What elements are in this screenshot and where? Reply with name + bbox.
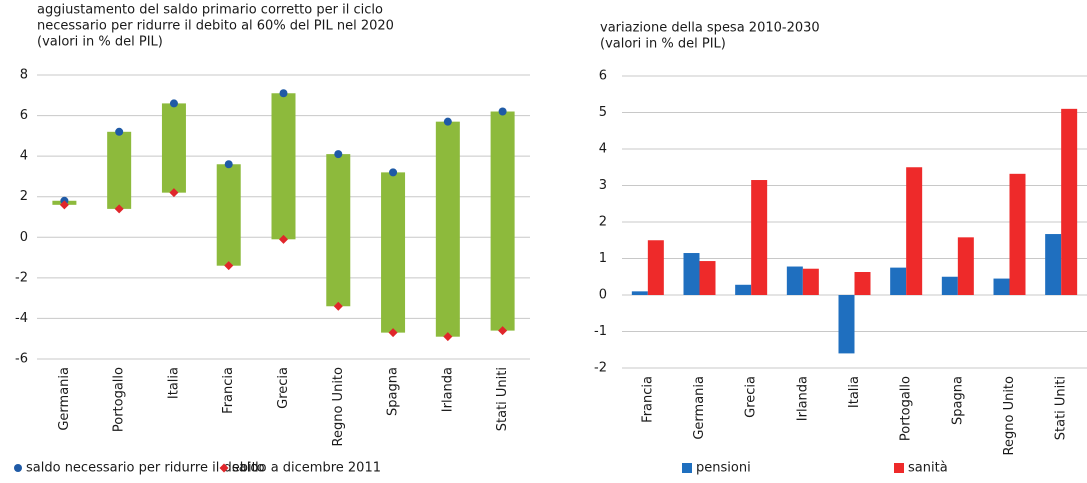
bar [1061,108,1078,295]
x-tick-label: Stati Uniti [1054,376,1069,440]
x-tick-label: Portogallo [899,376,914,441]
bar [802,268,819,295]
chart-subtitle: (valori in % del PIL) [600,37,726,52]
x-tick-label: Spagna [950,376,965,425]
point [443,332,453,342]
bar [647,240,664,295]
y-tick-label: 8 [20,68,28,83]
y-tick-label: 2 [20,189,28,204]
y-tick-label: -2 [15,270,28,285]
point [115,127,124,136]
x-tick-label: Germania [692,376,707,440]
chart-title: necessario per ridurre il debito al 60% … [37,19,394,34]
bar [838,295,855,354]
legend-label: sanità [908,461,948,476]
x-tick-label: Irlanda [795,376,810,421]
point [169,188,179,198]
y-tick-label: -1 [594,324,607,339]
y-tick-label: 6 [20,108,28,123]
legend-swatch [894,463,904,473]
y-tick-label: 0 [599,288,607,303]
point [333,301,343,311]
bar [631,291,648,295]
bar [854,272,871,295]
range-bar [326,154,351,307]
range-bar [107,131,132,209]
legend-label: saldo a dicembre 2011 [232,461,381,476]
x-tick-label: Italia [166,367,181,399]
bar [699,261,716,295]
point [389,168,398,177]
bar [786,266,803,295]
chart-title: aggiustamento del saldo primario corrett… [37,3,383,18]
x-tick-label: Regno Unito [331,367,346,446]
x-tick-label: Irlanda [440,367,455,412]
x-tick-label: Spagna [386,367,401,416]
legend-label: pensioni [696,461,751,476]
y-tick-label: 6 [599,69,607,84]
y-tick-label: -4 [15,311,28,326]
point [334,150,343,159]
point [169,99,178,108]
bar [751,180,768,295]
bar [1009,173,1026,295]
range-bar [216,164,241,266]
x-tick-label: Francia [221,367,236,414]
point [279,234,288,244]
range-bar [161,103,186,193]
y-tick-label: 5 [599,105,607,120]
x-tick-label: Regno Unito [1002,376,1017,455]
y-tick-label: 3 [599,178,607,193]
y-tick-label: 4 [599,142,607,157]
bar [941,276,958,295]
legend-label: saldo necessario per ridurre il debito [26,461,265,476]
bar [735,284,752,295]
point [14,464,22,472]
chart-subtitle: (valori in % del PIL) [37,35,163,50]
bar [1045,234,1062,295]
x-tick-label: Germania [57,367,72,431]
bar [890,267,907,295]
bar [957,237,974,295]
bar [993,278,1010,295]
point [59,200,69,210]
bar [683,253,700,295]
point [443,117,452,126]
y-tick-label: 2 [599,215,607,230]
range-bar [490,111,515,331]
y-tick-label: -6 [15,352,28,367]
point [498,326,508,336]
x-tick-label: Stati Uniti [495,367,510,431]
y-tick-label: 0 [20,230,28,245]
y-tick-label: -2 [594,361,607,376]
y-tick-label: 1 [599,251,607,266]
x-tick-label: Francia [640,376,655,423]
range-bar [435,121,460,337]
point [279,89,288,98]
x-tick-label: Grecia [276,367,291,409]
legend-swatch [682,463,692,473]
y-tick-label: 4 [20,149,28,164]
point [388,328,398,338]
point [114,204,124,214]
x-tick-label: Grecia [744,376,759,418]
x-tick-label: Italia [847,376,862,408]
point [219,463,229,473]
bar [906,167,923,295]
point [224,261,234,271]
point [224,160,233,169]
x-tick-label: Portogallo [112,367,127,432]
range-bar [381,172,406,333]
point [498,107,507,116]
range-bar [271,93,296,240]
chart-title: variazione della spesa 2010-2030 [600,21,820,36]
